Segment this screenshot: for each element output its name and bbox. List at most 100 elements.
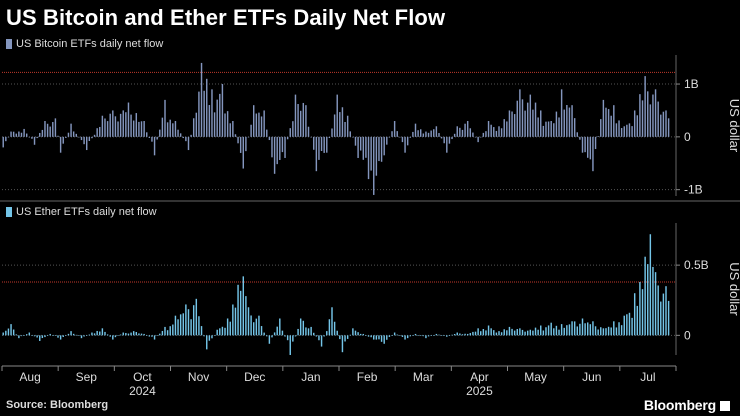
- btc-bar: [615, 123, 618, 137]
- btc-bar: [644, 76, 646, 137]
- eth-bar: [323, 335, 325, 337]
- btc-bar: [192, 118, 195, 137]
- eth-bar: [234, 307, 237, 336]
- eth-bar: [109, 335, 111, 337]
- btc-bar: [623, 126, 625, 137]
- btc-bar: [524, 110, 526, 137]
- btc-bar: [633, 110, 636, 137]
- eth-bar: [49, 333, 51, 336]
- btc-bar: [104, 118, 106, 137]
- btc-bar: [59, 136, 62, 153]
- eth-bar: [268, 335, 271, 344]
- btc-bar: [636, 115, 639, 137]
- btc-bar: [568, 107, 571, 137]
- btc-bar: [453, 133, 456, 137]
- btc-bar: [443, 136, 445, 144]
- btc-bar: [459, 127, 461, 137]
- btc-bar: [607, 109, 610, 137]
- eth-bar: [114, 335, 117, 338]
- btc-bar: [550, 121, 552, 137]
- eth-bar: [192, 305, 195, 336]
- eth-bar: [438, 334, 440, 336]
- eth-bar: [498, 331, 500, 336]
- x-month-label: May: [524, 370, 547, 384]
- btc-bar: [247, 136, 250, 138]
- btc-bar: [239, 136, 242, 153]
- eth-bar: [315, 335, 318, 337]
- eth-bar: [652, 266, 654, 336]
- eth-bar: [221, 326, 224, 336]
- btc-bar: [253, 105, 255, 137]
- btc-bar: [96, 128, 98, 137]
- btc-bar: [393, 121, 396, 137]
- btc-bar: [558, 117, 560, 137]
- x-month-label: Dec: [244, 370, 265, 384]
- btc-bar: [213, 112, 216, 137]
- eth-bar: [644, 256, 646, 336]
- x-year-label: 2024: [129, 384, 156, 398]
- btc-bar: [446, 136, 448, 153]
- eth-bar: [310, 326, 312, 336]
- btc-bar: [537, 117, 539, 137]
- btc-bar: [417, 130, 419, 137]
- btc-bar: [15, 133, 17, 137]
- legend-ether: US Ether ETFs daily net flow: [6, 206, 157, 218]
- eth-bar: [153, 335, 156, 340]
- btc-bar: [326, 136, 328, 153]
- btc-bar: [472, 132, 474, 137]
- btc-bar: [490, 124, 492, 137]
- btc-bar: [553, 123, 555, 137]
- btc-bar: [341, 107, 344, 137]
- btc-bar: [474, 136, 477, 138]
- eth-bar: [359, 333, 362, 336]
- eth-bar: [151, 335, 153, 337]
- btc-bar: [153, 136, 156, 156]
- btc-bar: [211, 89, 213, 137]
- eth-bar: [39, 335, 41, 341]
- eth-bar: [91, 332, 93, 336]
- eth-bar: [466, 333, 469, 336]
- x-month-label: Oct: [133, 370, 152, 384]
- eth-bar: [297, 328, 299, 336]
- btc-bar: [331, 128, 333, 137]
- btc-bar: [20, 132, 23, 137]
- btc-bar: [286, 136, 289, 140]
- btc-bar: [594, 136, 597, 150]
- btc-bar: [161, 117, 164, 137]
- eth-bar: [495, 332, 498, 336]
- eth-bar: [219, 328, 221, 336]
- btc-bar: [391, 131, 393, 137]
- btc-bar: [174, 121, 177, 137]
- btc-bar: [57, 135, 59, 137]
- btc-bar: [78, 136, 80, 138]
- eth-bar: [547, 325, 550, 336]
- btc-bar: [299, 110, 302, 137]
- eth-bar: [404, 335, 406, 340]
- btc-bar: [482, 132, 485, 137]
- btc-bar: [289, 128, 291, 137]
- btc-bar: [657, 101, 659, 137]
- btc-bar: [151, 136, 153, 142]
- eth-bar: [143, 333, 145, 336]
- btc-bar: [503, 119, 505, 137]
- btc-bar: [349, 131, 351, 137]
- source-note: Source: Bloomberg: [6, 399, 109, 411]
- btc-bar: [456, 126, 458, 137]
- eth-bar: [464, 333, 466, 336]
- btc-bar: [237, 136, 239, 144]
- eth-bar: [57, 335, 59, 338]
- eth-bar: [378, 335, 380, 340]
- eth-bar: [245, 296, 247, 336]
- eth-bar: [208, 335, 211, 341]
- btc-bar: [362, 136, 365, 160]
- eth-bar: [281, 330, 284, 336]
- eth-bar: [195, 298, 198, 336]
- btc-bar: [336, 94, 338, 137]
- eth-bar: [211, 335, 213, 339]
- eth-bar: [597, 329, 599, 336]
- eth-bar: [600, 327, 602, 336]
- eth-bar: [605, 328, 607, 336]
- eth-bar: [75, 334, 77, 336]
- btc-bar: [448, 136, 451, 144]
- x-month-label: Sep: [76, 370, 98, 384]
